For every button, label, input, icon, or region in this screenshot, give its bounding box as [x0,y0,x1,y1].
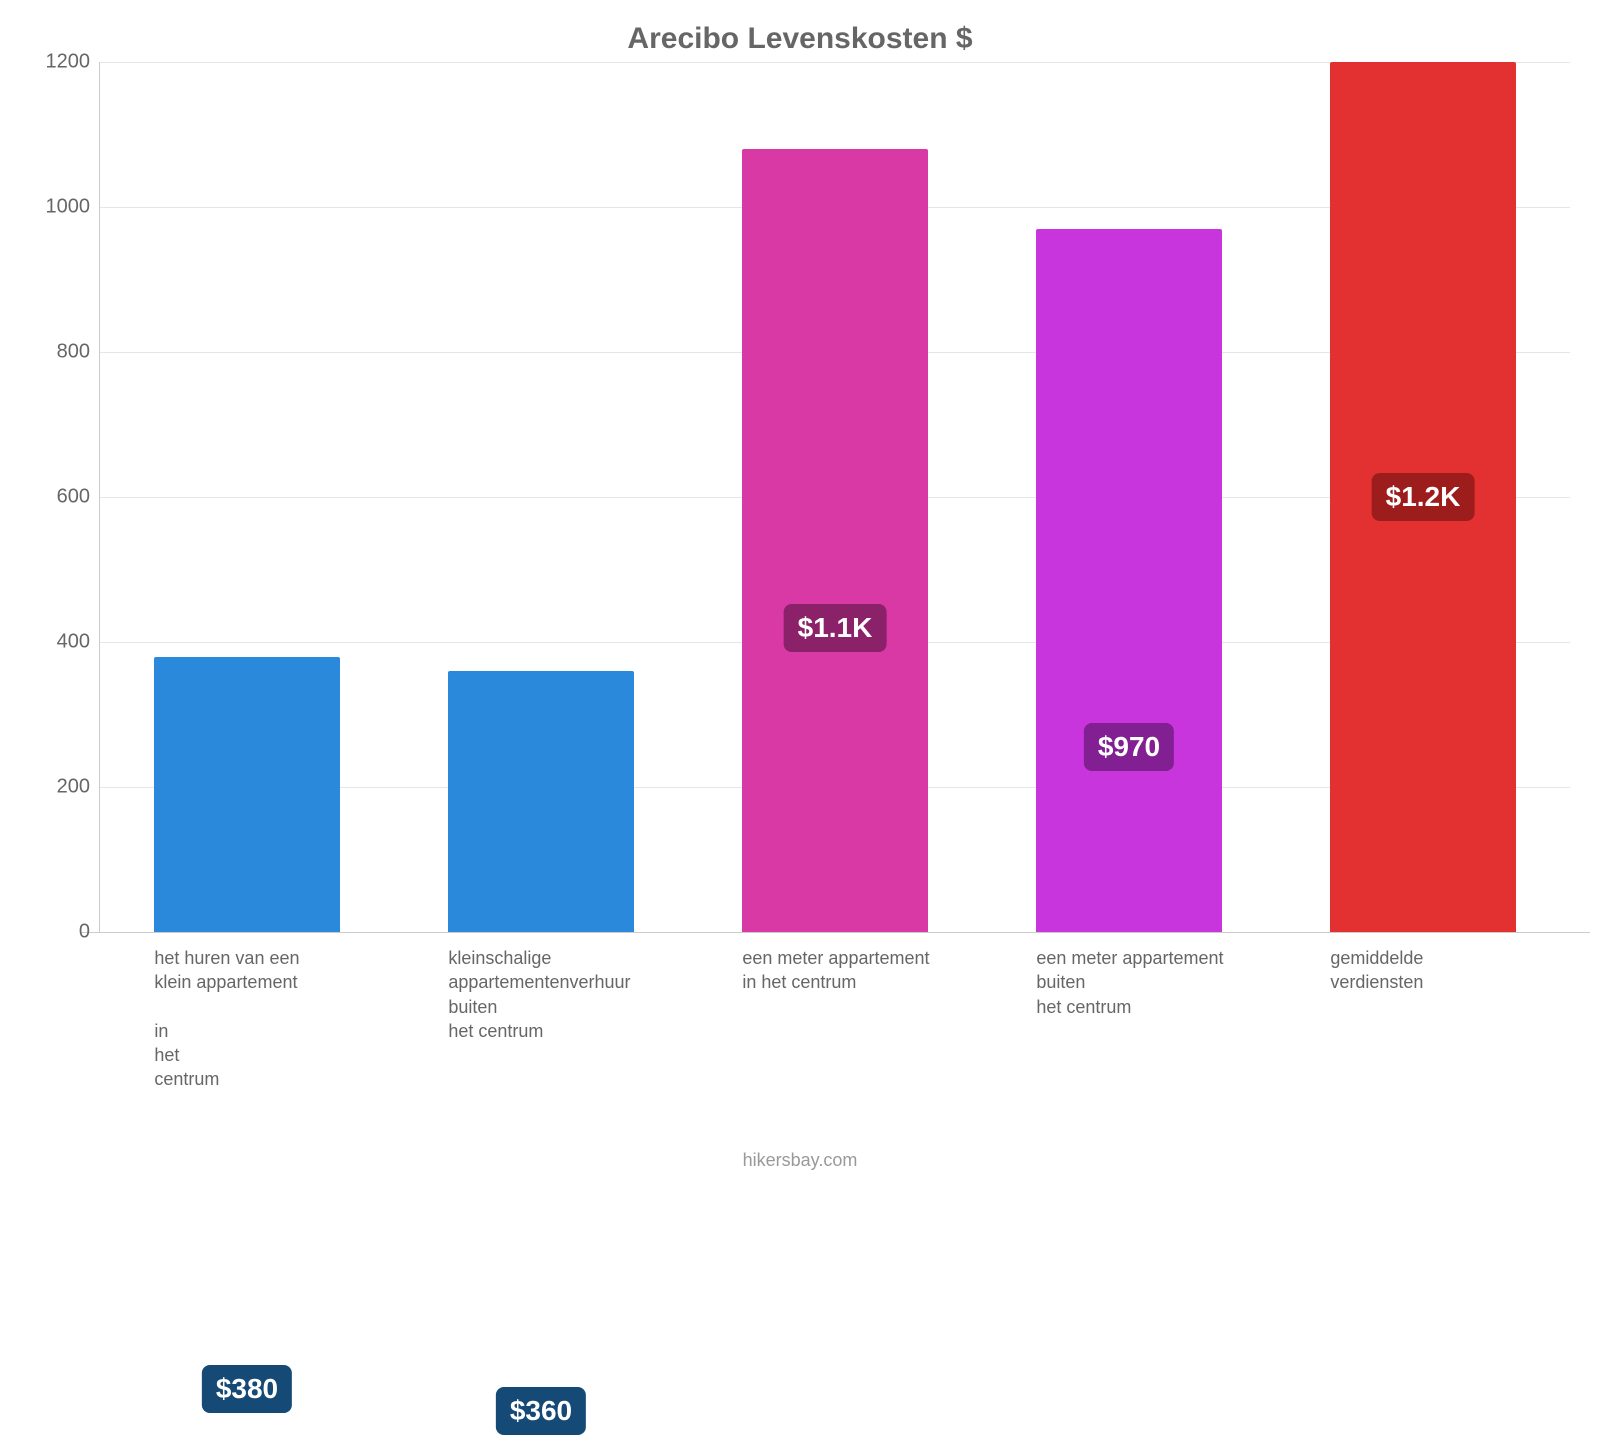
y-tick-label: 0 [79,921,90,944]
bar: $1.2K [1330,62,1515,932]
footer-credit: hikersbay.com [0,1150,1600,1171]
value-badge: $380 [202,1365,292,1413]
x-category-label: een meter appartementbuitenhet centrum [1036,946,1315,1019]
cost-chart: Arecibo Levenskosten $ 02004006008001000… [0,0,1600,1200]
x-category-label: gemiddeldeverdiensten [1330,946,1600,995]
bar: $360 [448,671,633,932]
y-tick-label: 400 [57,631,90,654]
x-axis-line [80,932,1590,933]
value-badge: $970 [1084,723,1174,771]
value-badge: $1.2K [1372,473,1475,521]
bar: $970 [1036,229,1221,932]
y-tick-label: 800 [57,341,90,364]
y-tick-label: 1000 [46,196,91,219]
bar: $1.1K [742,149,927,932]
x-category-label: kleinschaligeappartementenverhuurbuitenh… [448,946,727,1043]
x-category-label: het huren van eenklein appartementinhetc… [154,946,433,1092]
chart-title: Arecibo Levenskosten $ [0,22,1600,56]
plot-area: 020040060080010001200$380het huren van e… [100,62,1570,932]
value-badge: $360 [496,1387,586,1435]
y-tick-label: 200 [57,776,90,799]
bar: $380 [154,657,339,933]
value-badge: $1.1K [784,604,887,652]
y-tick-label: 1200 [46,51,91,74]
y-tick-label: 600 [57,486,90,509]
x-category-label: een meter appartementin het centrum [742,946,1021,995]
